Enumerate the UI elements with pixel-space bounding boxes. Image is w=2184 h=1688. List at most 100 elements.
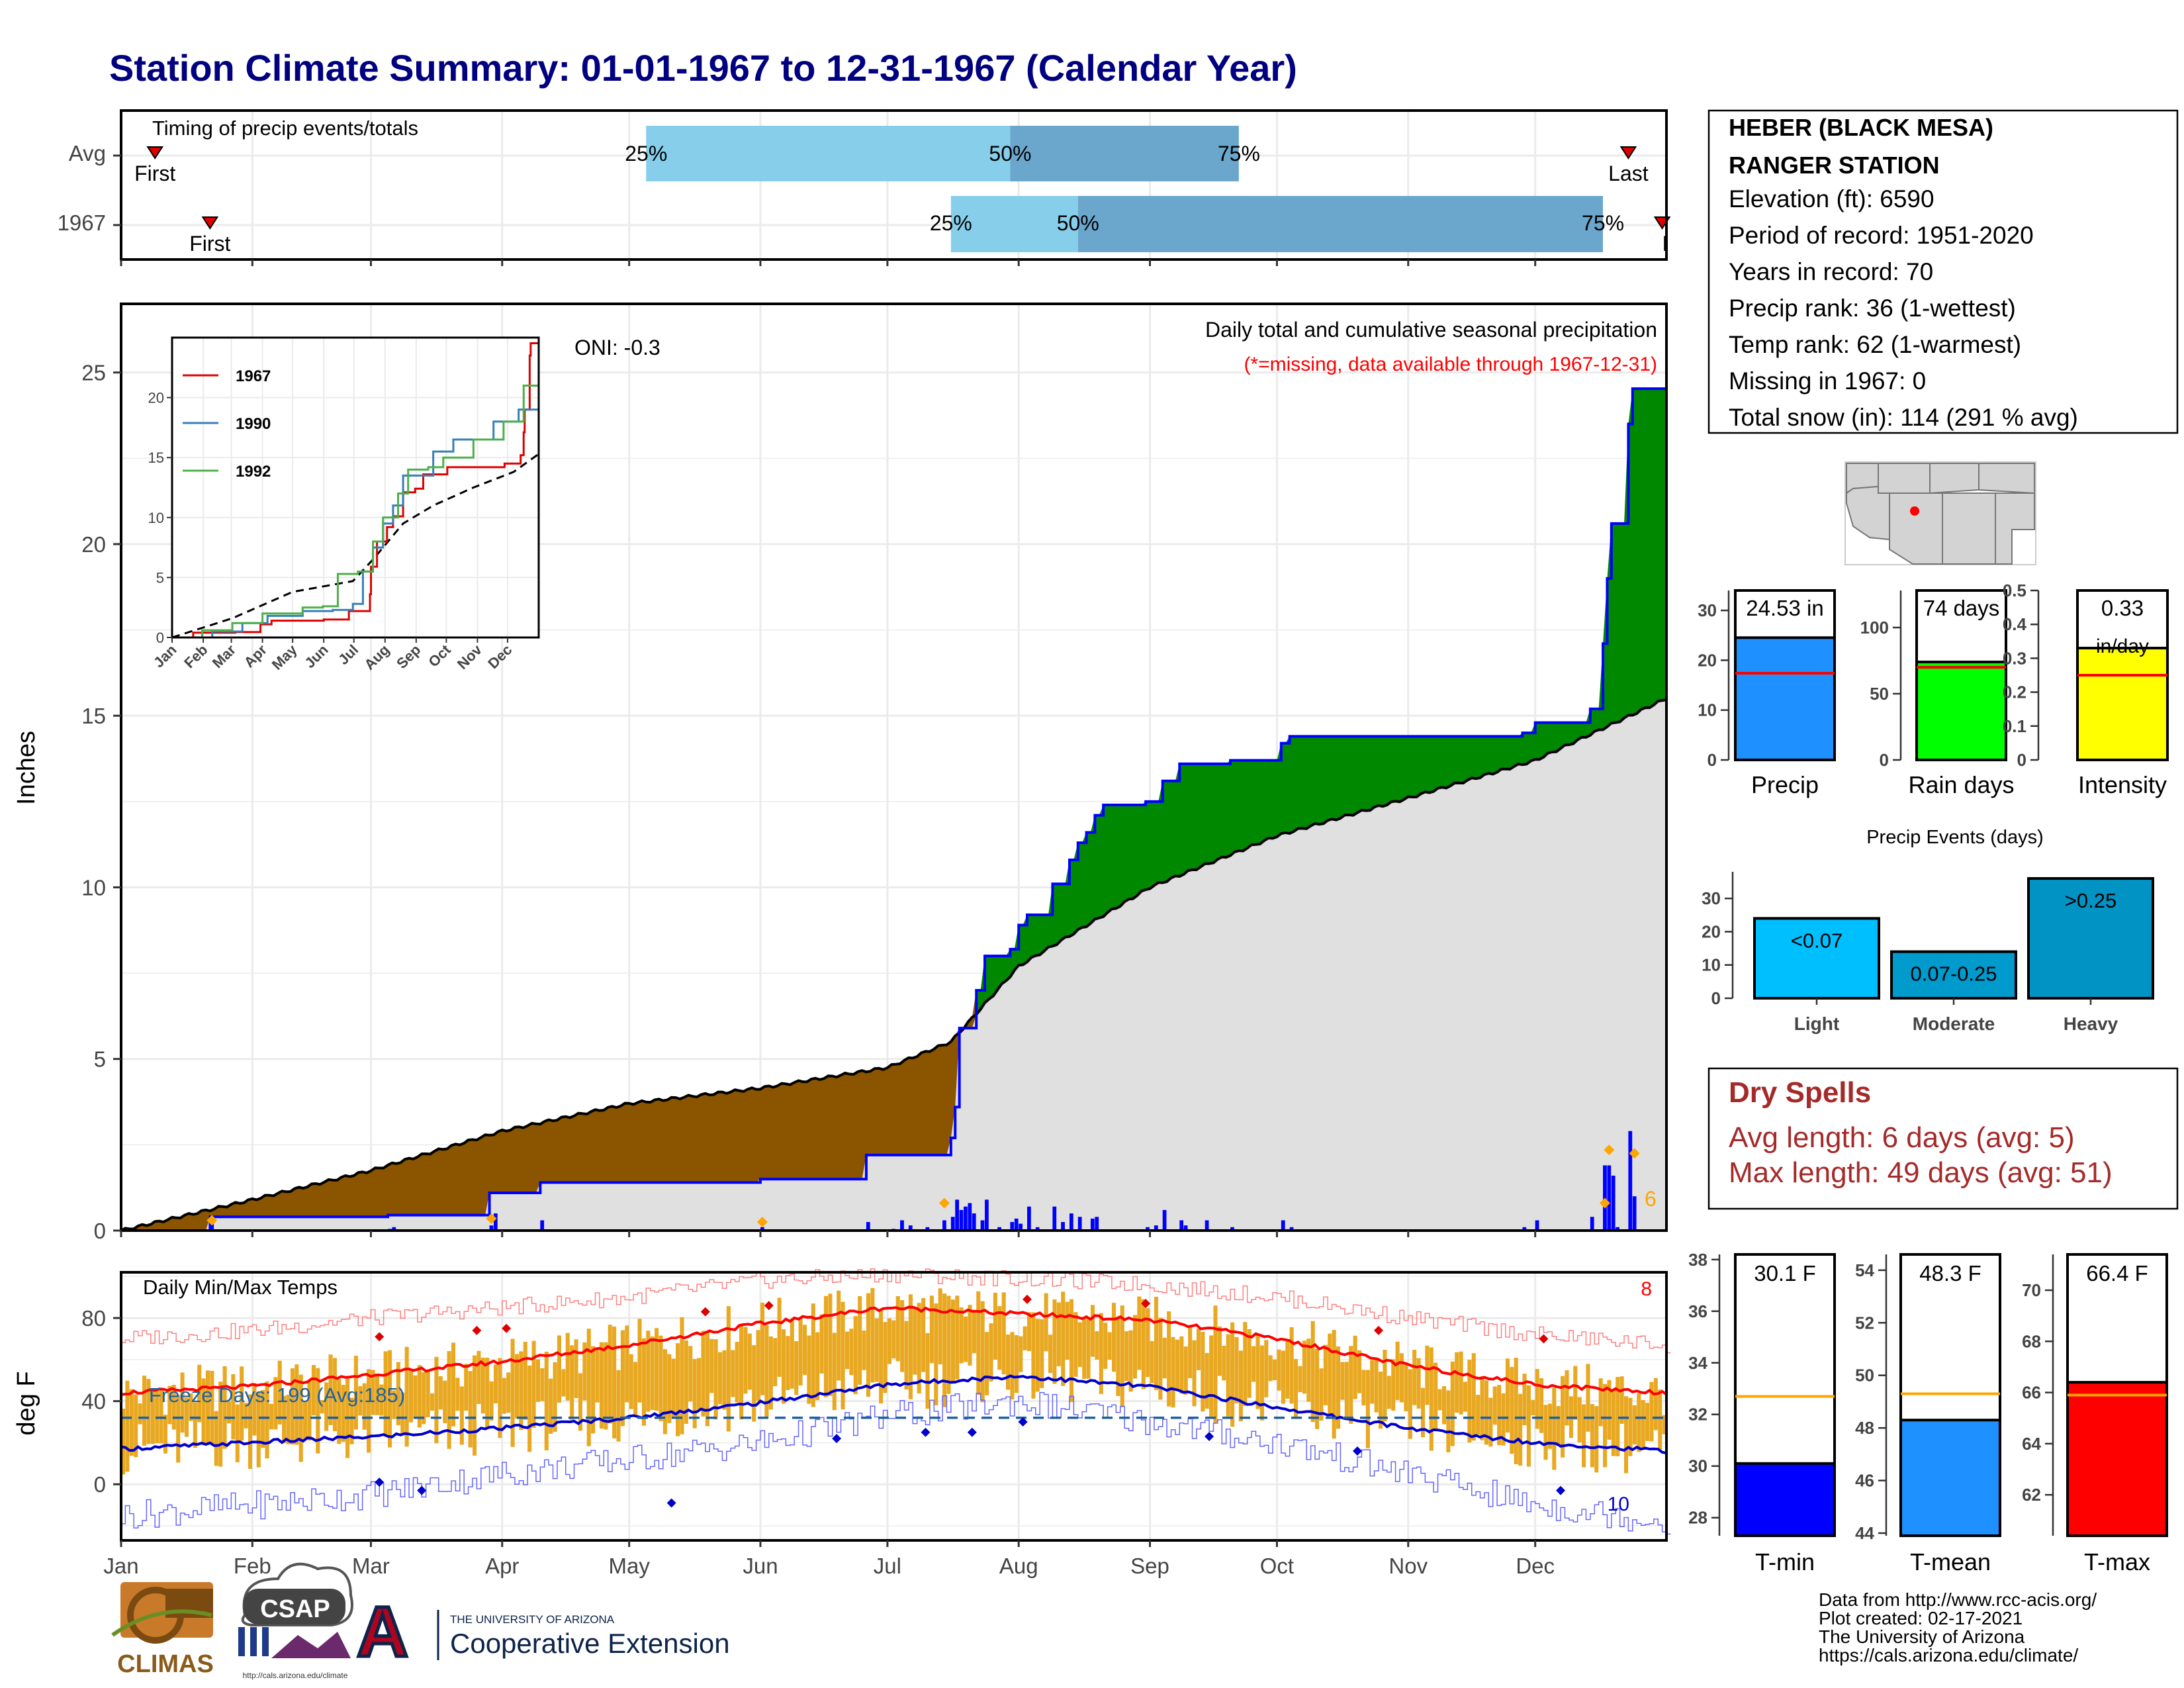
record-high-marker: [1023, 1294, 1032, 1304]
daily-precip-bar: [1061, 1222, 1065, 1231]
daily-temp-range-bar: [1111, 1303, 1116, 1372]
daily-temp-range-bar: [1429, 1347, 1433, 1451]
daily-temp-range-bar: [1175, 1339, 1179, 1390]
daily-temp-range-bar: [1035, 1319, 1040, 1392]
last-event-label: Last: [1662, 232, 1703, 256]
daily-temp-range-bar: [844, 1331, 850, 1370]
credits: Data from http://www.rcc-acis.org/ Plot …: [1819, 1589, 2097, 1665]
daily-temp-range-bar: [205, 1370, 210, 1444]
timing-row-label-year: 1967: [58, 211, 106, 235]
daily-precip-bar: [1077, 1217, 1082, 1231]
daily-temp-range-bar: [1357, 1350, 1362, 1393]
daily-temp-range-bar: [1488, 1397, 1493, 1447]
daily-temp-range-bar: [565, 1333, 570, 1401]
daily-temp-range-bar: [1040, 1319, 1044, 1388]
daily-temp-range-bar: [1395, 1341, 1400, 1400]
daily-temp-range-bar: [1649, 1382, 1654, 1442]
cooperative-extension-text: Cooperative Extension: [450, 1628, 730, 1659]
daily-temp-range-bar: [701, 1331, 705, 1417]
record-low-marker: [1205, 1432, 1214, 1442]
inset-y-tick: 5: [156, 569, 164, 586]
mini-y-tick: 30: [1698, 600, 1717, 620]
inset-average-line: [171, 453, 539, 639]
record-high-marker: [502, 1323, 512, 1333]
daily-temp-range-bar: [731, 1350, 735, 1397]
daily-temp-range-bar: [1201, 1331, 1205, 1412]
daily-temp-range-bar: [1552, 1387, 1557, 1470]
dry-spells-title: Dry Spells: [1729, 1076, 1871, 1109]
dry-spells-avg: Avg length: 6 days (avg: 5): [1729, 1121, 2075, 1154]
daily-temp-range-bar: [1624, 1396, 1629, 1474]
mini-value-bar: [1915, 661, 2007, 761]
daily-precip-bar: [1035, 1227, 1040, 1231]
daily-temp-range-bar: [802, 1325, 807, 1375]
daily-temp-range-bar: [595, 1347, 600, 1403]
daily-temp-range-bar: [498, 1358, 502, 1438]
daily-temp-range-bar: [261, 1390, 265, 1448]
daily-temp-range-bar: [883, 1322, 887, 1393]
timing-bar-25-50: [950, 196, 1078, 252]
daily-temp-range-bar: [422, 1372, 426, 1425]
daily-temp-range-bar: [349, 1397, 354, 1444]
daily-temp-range-bar: [332, 1358, 337, 1432]
daily-temp-range-bar: [1217, 1326, 1222, 1376]
daily-temp-range-bar: [146, 1379, 151, 1444]
csap-url: http://cals.arizona.edu/climate: [243, 1671, 348, 1680]
daily-precip-bar: [760, 1227, 764, 1231]
record-low-marker: [666, 1498, 676, 1508]
daily-precip-bar: [968, 1203, 972, 1231]
daily-temp-range-bar: [1408, 1369, 1412, 1439]
daily-temp-range-bar: [1132, 1315, 1138, 1379]
daily-temp-range-bar: [1586, 1364, 1590, 1432]
events-y-tick: 30: [1702, 888, 1721, 908]
daily-temp-range-bar: [760, 1302, 765, 1395]
daily-temp-range-bar: [1383, 1349, 1387, 1422]
daily-precip-bar: [489, 1225, 494, 1231]
daily-temp-range-bar: [1289, 1327, 1294, 1404]
daily-temp-range-bar: [184, 1397, 189, 1437]
daily-temp-range-bar: [582, 1342, 587, 1401]
inset-y-tick: 20: [148, 390, 164, 406]
timing-label-50: 50%: [1057, 211, 1099, 235]
daily-temp-range-bar: [913, 1308, 917, 1375]
daily-temp-range-bar: [904, 1321, 909, 1390]
daily-temp-range-bar: [934, 1303, 938, 1405]
total-chart-intensity: 0 0.1 0.2 0.3 0.4 0.5 0.33 in/day Intensity: [2003, 581, 2169, 798]
mini-y-tick: 0.5: [2003, 581, 2026, 600]
mini-value-label: 66.4 F: [2086, 1261, 2148, 1286]
daily-temp-range-bar: [625, 1325, 629, 1403]
mini-y-tick: 0: [1880, 750, 1889, 770]
daily-temp-range-bar: [697, 1358, 702, 1410]
credits-line2: Plot created: 02-17-2021: [1819, 1608, 2023, 1628]
precip-event-bar-label: <0.07: [1791, 929, 1843, 952]
daily-temp-range-bar: [1146, 1308, 1150, 1378]
daily-temp-range-bar: [1052, 1299, 1057, 1384]
daily-precip-bar: [1090, 1218, 1095, 1231]
daily-precip-bar: [1628, 1131, 1633, 1231]
daily-temp-range-bar: [680, 1317, 684, 1434]
daily-temp-range-bar: [311, 1364, 316, 1416]
snow-marker: [1629, 1148, 1640, 1159]
daily-temp-range-bar: [1019, 1336, 1023, 1372]
daily-temp-range-bar: [480, 1357, 485, 1414]
daily-temp-range-bar: [434, 1356, 439, 1444]
daily-temp-range-bar: [1277, 1349, 1281, 1391]
daily-temp-range-bar: [1518, 1393, 1523, 1466]
daily-temp-range-bar: [324, 1382, 329, 1431]
daily-temp-range-bar: [1238, 1350, 1243, 1422]
daily-temp-range-bar: [1048, 1335, 1053, 1374]
average-min-temp-line: [120, 1374, 1667, 1455]
daily-temp-range-bar: [1480, 1376, 1484, 1440]
timing-label-25: 25%: [625, 142, 667, 165]
mini-y-tick: 10: [1698, 700, 1717, 720]
daily-temp-range-bar: [1645, 1403, 1650, 1441]
ua-small-text: THE UNIVERSITY OF ARIZONA: [450, 1613, 615, 1626]
below-average-area: [125, 990, 977, 1231]
daily-temp-range-bar: [1446, 1390, 1451, 1453]
daily-temp-range-bar: [269, 1403, 273, 1430]
daily-temp-range-bar: [662, 1349, 667, 1434]
daily-temp-range-bar: [417, 1365, 422, 1428]
mini-y-tick: 44: [1855, 1523, 1874, 1543]
daily-temp-range-bar: [1535, 1369, 1539, 1429]
mini-value-label: 30.1 F: [1754, 1261, 1816, 1286]
